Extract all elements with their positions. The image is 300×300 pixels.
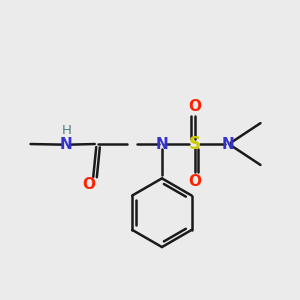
Text: N: N (60, 136, 73, 152)
Text: O: O (188, 174, 201, 189)
Text: S: S (189, 135, 201, 153)
Text: H: H (61, 124, 71, 136)
Text: O: O (82, 177, 95, 192)
Text: N: N (221, 136, 234, 152)
Text: N: N (156, 136, 168, 152)
Text: O: O (188, 99, 201, 114)
